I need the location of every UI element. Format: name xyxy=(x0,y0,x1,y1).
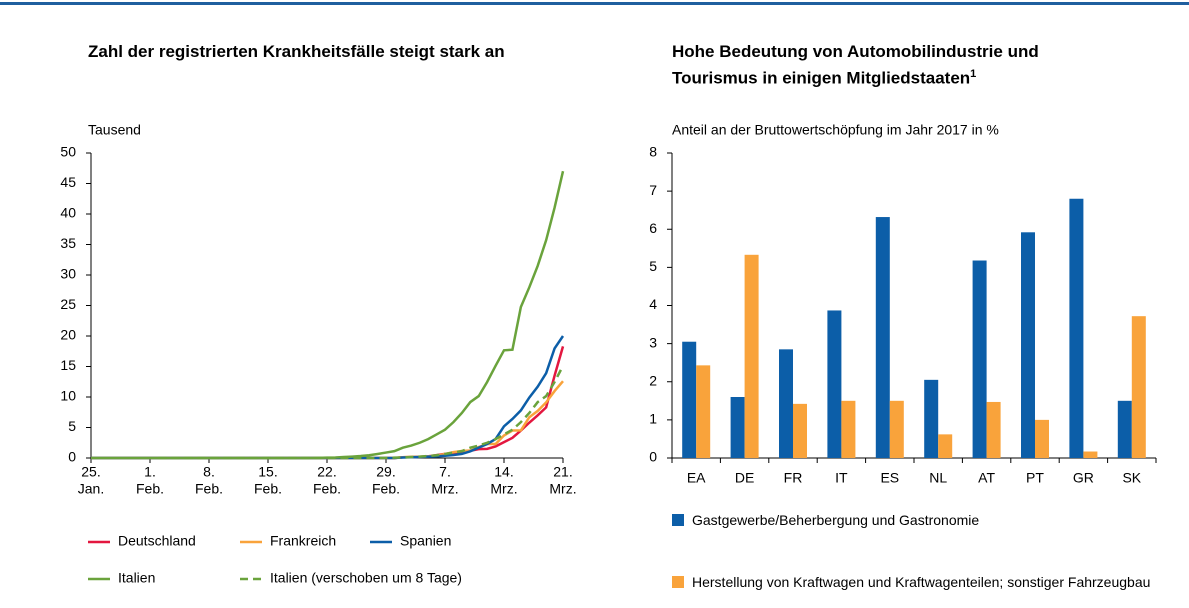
y-tick-label: 10 xyxy=(60,388,76,404)
bar xyxy=(1131,316,1146,458)
bar xyxy=(972,260,987,458)
y-tick-label: 5 xyxy=(68,418,76,434)
y-tick-label: 35 xyxy=(60,235,76,251)
footnote-marker: 1 xyxy=(970,68,977,80)
y-tick-label: 0 xyxy=(68,449,76,465)
legend-label: Deutschland xyxy=(118,533,196,549)
bar xyxy=(1083,451,1098,458)
bar xyxy=(827,310,842,458)
chart-title: Zahl der registrierten Krankheitsfälle s… xyxy=(88,40,538,63)
x-tick-label: 7. Mrz. xyxy=(431,463,458,496)
x-tick-label: PT xyxy=(1026,470,1044,486)
bar xyxy=(1035,419,1049,458)
y-tick-label: 30 xyxy=(60,266,76,282)
bar xyxy=(986,401,1001,458)
title-text: Zahl der registrierten Krankheitsfälle s… xyxy=(88,42,505,61)
y-axis-label: Anteil an der Bruttowertschöpfung im Jah… xyxy=(672,122,999,138)
y-tick-label: 5 xyxy=(649,258,657,274)
x-tick-label: SK xyxy=(1122,470,1141,486)
legend-label: Spanien xyxy=(400,533,451,549)
x-tick-label: FR xyxy=(784,470,803,486)
x-tick-label: ES xyxy=(880,470,899,486)
y-tick-label: 8 xyxy=(649,144,657,160)
y-tick-label: 20 xyxy=(60,327,76,343)
x-tick-label: GR xyxy=(1073,470,1094,486)
legend-item: Gastgewerbe/Beherbergung und Gastronomie xyxy=(672,509,1152,531)
y-tick-label: 40 xyxy=(60,205,76,221)
series-line xyxy=(158,365,565,460)
x-tick-label: DE xyxy=(735,470,754,486)
legend-item: Herstellung von Kraftwagen und Kraftwage… xyxy=(672,571,1152,593)
bar xyxy=(1117,400,1132,458)
y-axis-label: Tausend xyxy=(88,122,141,138)
x-tick-label: 15. Feb. xyxy=(254,463,282,496)
x-tick-label: 14. Mrz. xyxy=(490,463,517,496)
y-tick-label: 45 xyxy=(60,174,76,190)
legend-label: Herstellung von Kraftwagen und Kraftwage… xyxy=(692,574,1151,590)
x-tick-label: 25. Jan. xyxy=(78,463,104,496)
y-tick-label: 4 xyxy=(649,296,657,312)
bar xyxy=(875,217,890,458)
bar xyxy=(924,379,939,458)
y-tick-label: 1 xyxy=(649,411,657,427)
bar xyxy=(682,341,697,458)
legend-label: Frankreich xyxy=(270,533,336,549)
bar xyxy=(779,349,793,458)
legend-swatch xyxy=(672,576,684,588)
bar xyxy=(1069,198,1084,458)
y-tick-label: 0 xyxy=(649,449,657,465)
x-tick-label: 21. Mrz. xyxy=(549,463,576,496)
bar xyxy=(744,254,759,458)
bar xyxy=(793,403,807,458)
title-text: Hohe Bedeutung von Automobilindustrie un… xyxy=(672,42,1039,88)
series-line xyxy=(91,335,565,460)
chart-title: Hohe Bedeutung von Automobilindustrie un… xyxy=(672,40,1122,90)
x-tick-label: 1. Feb. xyxy=(136,463,164,496)
bar xyxy=(889,400,904,458)
y-tick-label: 15 xyxy=(60,357,76,373)
y-tick-label: 3 xyxy=(649,334,657,350)
x-tick-label: IT xyxy=(835,470,848,486)
legend-label: Gastgewerbe/Beherbergung und Gastronomie xyxy=(692,512,980,528)
y-tick-label: 2 xyxy=(649,372,657,388)
legend-label: Italien xyxy=(118,570,155,586)
y-tick-label: 50 xyxy=(60,144,76,160)
series-line xyxy=(91,170,565,460)
legend-swatch xyxy=(672,514,684,526)
y-tick-label: 6 xyxy=(649,220,657,236)
y-tick-label: 7 xyxy=(649,182,657,198)
y-tick-label: 25 xyxy=(60,296,76,312)
x-tick-label: 29. Feb. xyxy=(372,463,400,496)
x-tick-label: 22. Feb. xyxy=(313,463,341,496)
bar xyxy=(841,400,856,458)
top-rule xyxy=(0,2,1189,5)
x-tick-label: NL xyxy=(929,470,947,486)
bar xyxy=(1021,232,1035,458)
legend-label: Italien (verschoben um 8 Tage) xyxy=(270,570,462,586)
x-tick-label: 8. Feb. xyxy=(195,463,223,496)
x-tick-label: AT xyxy=(978,470,995,486)
bar xyxy=(730,397,745,458)
bar xyxy=(696,365,711,458)
x-tick-label: EA xyxy=(687,470,706,486)
bar xyxy=(938,434,953,458)
